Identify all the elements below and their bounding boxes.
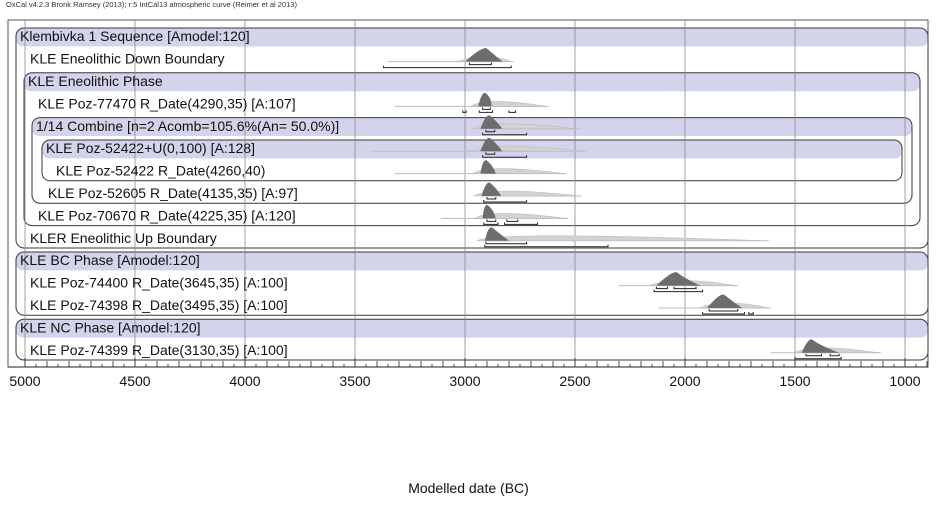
row-label: KLE Poz-52422 R_Date(4260,40) [56,163,265,179]
row-label: KLE Poz-52605 R_Date(4135,35) [A:97] [48,185,298,201]
grid-lines [24,20,906,367]
row-label: KLE BC Phase [Amodel:120] [20,252,200,268]
range-95 [478,110,493,113]
range-68 [485,241,528,245]
range-68 [485,152,496,155]
range-68 [506,219,519,222]
prior-distribution [471,168,565,174]
range-68 [673,286,697,290]
x-axis: 5000 4500 4000 3500 3000 2500 2000 1500 1000 [8,358,928,389]
row-label: KLE Poz-74399 R_Date(3130,35) [A:100] [30,342,288,358]
x-tick-label: 4000 [229,373,260,389]
range-68 [805,353,822,357]
range-68 [485,129,496,133]
x-axis-label: Modelled date (BC) [408,480,529,496]
row-label: 1/14 Combine [n=2 Acomb=105.6%(An= 50.0%… [36,118,339,134]
range-95 [383,65,512,69]
header-band [32,117,912,136]
range-95 [794,356,842,360]
x-tick-label: 4500 [119,373,150,389]
row-label: KLE Poz-52422+U(0,100) [A:128] [46,140,255,156]
range-95 [462,110,467,113]
row-label: KLE Poz-74400 R_Date(3645,35) [A:100] [30,275,288,291]
range-68 [468,62,492,66]
x-tick-label: 3500 [339,373,370,389]
row-label: KLE Eneolithic Down Boundary [30,51,225,67]
range-95 [748,312,754,315]
row-label: KLE Poz-74398 R_Date(3495,35) [A:100] [30,297,288,313]
range-68 [482,107,491,110]
x-tick-label: 1500 [779,373,810,389]
range-95 [484,244,609,248]
range-95 [482,132,528,136]
range-95 [482,155,528,158]
posterior-distribution [480,137,503,152]
posterior-distribution [484,227,509,241]
header-band [42,140,902,159]
x-tick-label: 2500 [559,373,590,389]
range-95 [483,222,499,225]
row-labels: Klembivka 1 Sequence [Amodel:120] KLE Ene… [20,28,339,358]
row-label: Klembivka 1 Sequence [Amodel:120] [20,28,250,44]
row-label: KLE NC Phase [Amodel:120] [20,319,201,335]
row-label: KLE Eneolithic Phase [28,73,163,89]
range-95 [504,222,539,225]
posterior-distribution [480,160,496,174]
range-95 [483,200,528,203]
header-band [24,72,920,92]
posterior-distribution [707,294,743,308]
range-68 [708,309,739,312]
posterior-distribution [801,339,839,353]
x-tick-label: 5000 [9,373,40,389]
posterior-distribution [481,182,502,196]
row-label: KLER Eneolithic Up Boundary [30,230,217,246]
range-68 [655,286,668,290]
x-tick-label: 1000 [889,373,920,389]
range-95 [508,110,517,113]
row-label: KLE Poz-77470 R_Date(4290,35) [A:107] [38,95,296,111]
frame-klembivka-sequence [15,27,929,249]
header-band [16,319,928,338]
prior-distribution [475,235,767,242]
frame-poz-52422 [41,139,903,182]
posterior-distribution [656,272,701,286]
frame-nc-phase [15,318,929,361]
header-band [16,28,928,47]
row-label: KLE Poz-70670 R_Date(4225,35) [A:120] [38,207,296,223]
header-band [16,252,928,271]
posterior-distribution [480,115,503,129]
posterior-distribution [478,92,492,107]
header-bands [16,28,928,338]
posterior-distribution [465,48,503,62]
frame-eneolithic-phase [23,72,921,227]
frame-bc-phase [15,251,929,316]
range-95 [653,289,704,293]
x-tick-label: 3000 [449,373,480,389]
frame-combine [31,117,913,204]
x-tick-label: 2000 [669,373,700,389]
distributions [372,48,881,360]
software-caption: OxCal v4.2.3 Bronk Ramsey (2013); r:5 In… [6,0,297,9]
posterior-distribution [482,204,496,219]
group-frames [7,19,929,368]
range-68 [486,219,497,222]
range-95 [702,312,745,315]
range-68 [829,353,840,357]
range-68 [486,197,497,200]
prior-distribution [473,213,567,219]
